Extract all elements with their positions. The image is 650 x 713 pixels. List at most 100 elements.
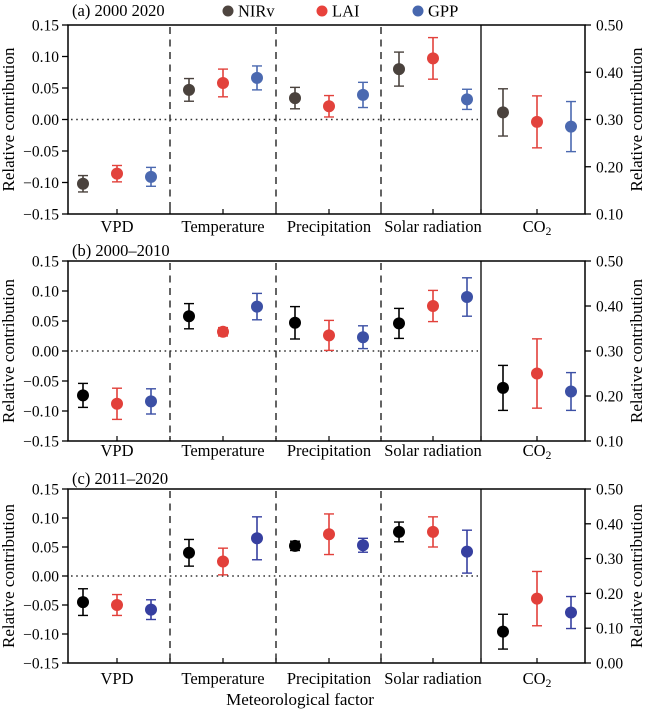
point-a-nirv-solar-radiation: [393, 51, 405, 87]
point-b-nirv-solar-radiation: [393, 307, 405, 340]
data-dot: [357, 88, 369, 101]
data-dot: [565, 120, 577, 133]
data-dot: [427, 300, 439, 312]
x-label-co2: CO2: [523, 441, 552, 462]
data-dot: [427, 52, 439, 65]
point-b-lai-vpd: [111, 387, 123, 421]
series-nirv: [77, 521, 509, 650]
data-dot: [217, 325, 229, 338]
left-tick-label: −0.05: [23, 144, 59, 161]
x-label-solar-radiation: Solar radiation: [384, 669, 482, 688]
legend-label-gpp: GPP: [428, 2, 458, 21]
x-label-vpd: VPD: [100, 217, 133, 236]
data-dot: [323, 329, 335, 342]
left-tick-label: 0.10: [32, 49, 59, 66]
panel-b-title: (b) 2000–2010: [72, 241, 170, 260]
left-tick-label: −0.05: [23, 598, 59, 615]
x-label-temperature: Temperature: [181, 217, 264, 236]
left-tick-label: 0.05: [32, 540, 59, 557]
data-dot: [111, 599, 123, 611]
data-dot: [289, 92, 301, 105]
right-tick-label: 0.20: [596, 586, 623, 603]
data-dot: [217, 76, 229, 89]
data-dot: [497, 625, 509, 638]
left-tick-label: 0.00: [32, 344, 59, 361]
right-axis-title: Relative contribution: [627, 279, 646, 423]
point-b-gpp-solar-radiation: [461, 277, 473, 317]
point-c-gpp-co2: [565, 595, 577, 630]
x-label-co2: CO2: [523, 669, 552, 690]
left-tick-label: 0.00: [32, 569, 59, 586]
data-dot: [251, 532, 263, 545]
data-dot: [251, 300, 263, 313]
left-tick-label: 0.15: [32, 254, 59, 271]
point-b-gpp-vpd: [145, 388, 157, 415]
data-dot: [531, 367, 543, 380]
point-a-lai-temperature: [217, 68, 229, 98]
right-tick-label: 0.30: [596, 344, 623, 361]
left-axis-title: Relative contribution: [0, 279, 18, 423]
point-b-nirv-temperature: [183, 302, 195, 330]
right-tick-label: 0.50: [596, 18, 623, 35]
data-dot: [323, 100, 335, 113]
left-tick-label: 0.10: [32, 511, 59, 528]
left-tick-label: −0.05: [23, 374, 59, 391]
data-dot: [497, 381, 509, 394]
point-c-gpp-solar-radiation: [461, 529, 473, 574]
point-c-lai-solar-radiation: [427, 516, 439, 548]
right-axis-title: Relative contribution: [627, 47, 646, 191]
panel-a-title: (a) 2000 2020: [72, 1, 165, 20]
point-b-nirv-precipitation: [289, 305, 301, 340]
point-c-gpp-temperature: [251, 516, 263, 561]
series-nirv: [77, 51, 509, 193]
point-c-nirv-co2: [497, 613, 509, 650]
data-dot: [183, 546, 195, 559]
right-tick-label: 0.10: [596, 434, 623, 451]
right-tick-label: 0.50: [596, 254, 623, 271]
legend-marker-gpp: [412, 5, 424, 17]
point-c-nirv-temperature: [183, 538, 195, 567]
point-c-lai-vpd: [111, 593, 123, 617]
series-nirv: [77, 302, 509, 412]
right-tick-label: 0.10: [596, 621, 623, 638]
point-b-nirv-co2: [497, 364, 509, 412]
point-a-lai-co2: [531, 95, 543, 149]
right-tick-label: 0.20: [596, 159, 623, 176]
data-dot: [77, 389, 89, 402]
data-dot: [565, 606, 577, 619]
point-a-gpp-temperature: [251, 65, 263, 91]
left-tick-label: 0.05: [32, 314, 59, 331]
point-a-lai-precipitation: [323, 94, 335, 118]
point-c-lai-precipitation: [323, 513, 335, 556]
right-axis-title: Relative contribution: [627, 504, 646, 648]
data-dot: [77, 596, 89, 609]
legend-marker-nirv: [222, 5, 234, 17]
legend-label-lai: LAI: [332, 2, 360, 21]
data-dot: [183, 310, 195, 323]
left-tick-label: 0.15: [32, 482, 59, 499]
data-dot: [357, 539, 369, 552]
panel-a: 0.15 0.10 0.05 0.00 −0.05 −0.10 −0.15 0.50 0.40 0…: [0, 1, 646, 238]
point-b-nirv-vpd: [77, 382, 89, 409]
data-dot: [77, 177, 89, 190]
legend-marker-lai: [316, 5, 328, 17]
point-b-gpp-precipitation: [357, 325, 369, 350]
data-dot: [111, 167, 123, 180]
point-b-lai-solar-radiation: [427, 289, 439, 323]
point-c-gpp-precipitation: [357, 537, 369, 553]
legend-label-nirv: NIRv: [238, 2, 275, 21]
point-b-lai-precipitation: [323, 319, 335, 352]
data-dot: [357, 331, 369, 344]
left-axis-title: Relative contribution: [0, 47, 18, 191]
right-tick-label: 0.40: [596, 65, 623, 82]
point-c-nirv-vpd: [77, 588, 89, 617]
right-tick-label: 0.10: [596, 207, 623, 224]
x-label-solar-radiation: Solar radiation: [384, 217, 482, 236]
left-tick-label: 0.00: [32, 112, 59, 129]
x-label-temperature: Temperature: [181, 441, 264, 460]
data-dot: [145, 603, 157, 616]
left-tick-label: −0.10: [23, 175, 59, 192]
left-axis-title: Relative contribution: [0, 504, 18, 648]
data-dot: [145, 395, 157, 408]
data-dot: [393, 317, 405, 330]
